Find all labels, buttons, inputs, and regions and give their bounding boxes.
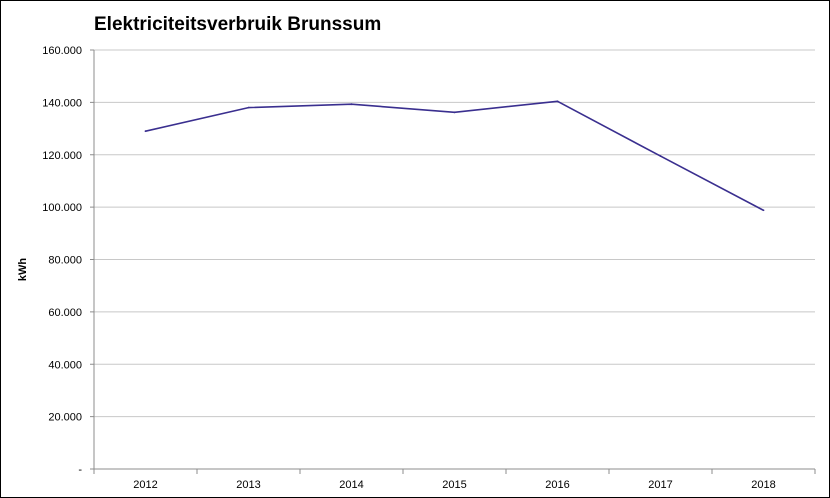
y-tick-label: 40.000 — [48, 359, 82, 371]
gridlines — [94, 49, 815, 418]
x-tick-label: 2014 — [339, 479, 363, 491]
y-tick-label: 160.000 — [42, 45, 82, 57]
series-layer — [144, 100, 765, 212]
y-tick-label: 120.000 — [42, 150, 82, 162]
chart-title: Elektriciteitsverbruik Brunssum — [94, 14, 382, 35]
series-line — [145, 100, 764, 212]
x-tick-label: 2017 — [648, 479, 672, 491]
y-tick-label: 140.000 — [42, 97, 82, 109]
y-tick-label: 20.000 — [48, 412, 82, 424]
data-point — [556, 100, 559, 103]
data-point — [247, 106, 250, 109]
y-axis-title: kWh — [17, 258, 29, 282]
y-tick-label: 100.000 — [42, 202, 82, 214]
axes — [90, 49, 816, 474]
x-tick-label: 2018 — [751, 479, 775, 491]
x-tick-label: 2015 — [442, 479, 466, 491]
tick-labels: - 20.000 40.000 60.000 80.000 100.000 120.000 1… — [17, 45, 776, 491]
data-point — [659, 155, 662, 157]
x-tick-label: 2012 — [133, 479, 157, 491]
y-tick-label: 60.000 — [48, 307, 82, 319]
data-point — [453, 111, 456, 114]
x-tick-label: 2016 — [545, 479, 569, 491]
y-tick-label: 80.000 — [48, 255, 82, 267]
data-point — [144, 130, 147, 133]
data-point — [350, 103, 353, 106]
x-tick-label: 2013 — [236, 479, 260, 491]
y-tick-label: - — [78, 464, 82, 476]
data-point — [762, 209, 765, 212]
